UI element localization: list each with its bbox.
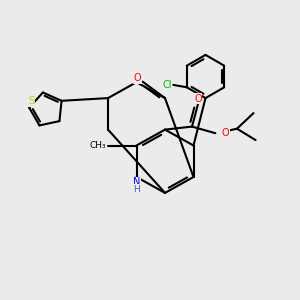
Text: O: O [194,94,202,104]
Text: O: O [133,73,141,83]
Text: H: H [133,185,140,194]
Text: Cl: Cl [162,80,172,90]
Text: CH₃: CH₃ [90,141,106,150]
Text: N: N [133,177,140,188]
Text: S: S [28,96,35,106]
Text: O: O [222,128,230,138]
